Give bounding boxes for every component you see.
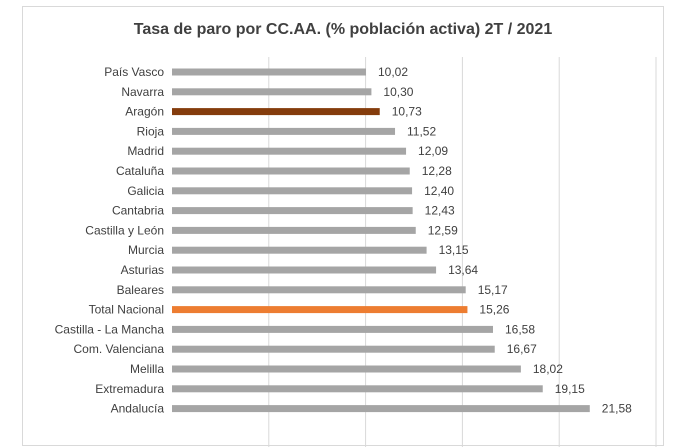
category-label: Rioja: [137, 124, 165, 138]
value-labels: 10,02 10,30 10,73 11,52 12,09 12,28 12,40 12,43…: [378, 65, 632, 416]
chart-title: Tasa de paro por CC.AA. (% población act…: [133, 21, 553, 38]
data-label: 10,02: [378, 65, 408, 79]
category-label: Castilla - La Mancha: [55, 322, 165, 336]
category-label: Cataluña: [116, 164, 164, 178]
bar-chart-plot: País Vasco Navarra Aragón Rioja Madrid Catalu…: [55, 57, 657, 447]
category-label: Galicia: [127, 184, 164, 198]
category-label: Madrid: [127, 144, 164, 158]
data-label: 19,15: [555, 382, 585, 396]
bar: [172, 187, 413, 195]
data-label: 10,73: [392, 105, 422, 119]
chart-frame: Tasa de paro por CC.AA. (% población act…: [22, 6, 664, 447]
bars: [172, 68, 590, 413]
category-label: Extremadura: [95, 382, 164, 396]
bar: [172, 266, 437, 274]
bar: [172, 127, 396, 135]
data-label: 18,02: [533, 362, 563, 376]
data-label: 12,59: [428, 223, 458, 237]
category-label: Cantabria: [112, 204, 164, 218]
bar: [172, 88, 372, 96]
bar: [172, 108, 380, 116]
category-label: Com. Valenciana: [74, 342, 165, 356]
bar: [172, 385, 543, 393]
bar: [172, 68, 366, 76]
bar: [172, 365, 521, 373]
bar: [172, 325, 493, 333]
data-label: 16,58: [505, 322, 535, 336]
data-label: 12,09: [418, 144, 448, 158]
data-label: 15,17: [478, 283, 508, 297]
data-label: 16,67: [507, 342, 537, 356]
category-label: Castilla y León: [85, 223, 164, 237]
bar: [172, 147, 407, 155]
category-label: Murcia: [128, 243, 164, 257]
bar: [172, 207, 413, 215]
category-label: Total Nacional: [89, 303, 164, 317]
bar: [172, 306, 468, 314]
data-label: 11,52: [407, 124, 436, 138]
category-label: Navarra: [121, 85, 164, 99]
bar: [172, 405, 590, 413]
data-label: 12,43: [425, 204, 455, 218]
category-label: Aragón: [125, 105, 164, 119]
category-label: Andalucía: [111, 402, 165, 416]
data-label: 13,64: [448, 263, 478, 277]
data-label: 12,28: [422, 164, 452, 178]
bar: [172, 286, 466, 294]
bar: [172, 167, 410, 175]
category-label: Asturias: [121, 263, 164, 277]
bar: [172, 246, 427, 254]
bar: [172, 226, 416, 234]
category-label: País Vasco: [104, 65, 164, 79]
category-labels: País Vasco Navarra Aragón Rioja Madrid Catalu…: [55, 65, 165, 416]
bar: [172, 345, 495, 353]
category-label: Baleares: [117, 283, 164, 297]
data-label: 15,26: [479, 303, 509, 317]
data-label: 13,15: [439, 243, 469, 257]
category-label: Melilla: [130, 362, 164, 376]
data-label: 12,40: [424, 184, 454, 198]
data-label: 10,30: [383, 85, 413, 99]
data-label: 21,58: [602, 402, 632, 416]
